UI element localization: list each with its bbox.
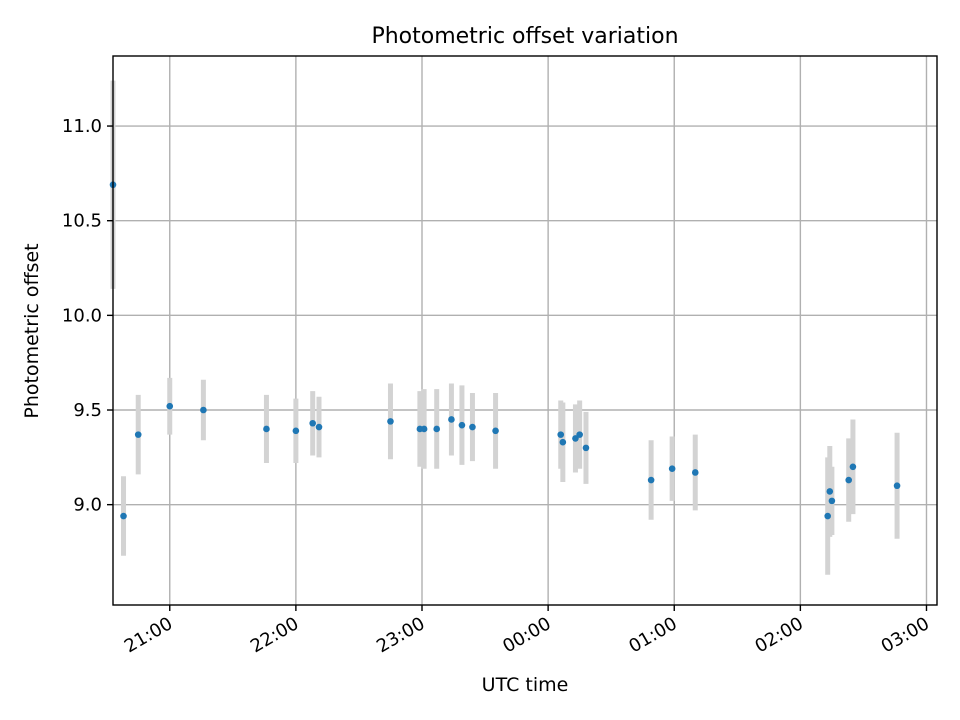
data-point xyxy=(557,431,565,438)
data-point xyxy=(492,427,499,435)
x-tick-label: 01:00 xyxy=(625,613,680,657)
data-point xyxy=(134,431,142,438)
axis-ticks: 21:00 22:00 23:00 00:00 01:00 02:00 03:00 9.0 9.… xyxy=(62,116,933,657)
data-point xyxy=(200,406,207,414)
data-point xyxy=(469,423,476,431)
data-points xyxy=(109,181,901,520)
data-point xyxy=(458,421,466,429)
x-tick-label: 03:00 xyxy=(878,613,933,657)
data-point xyxy=(691,469,699,476)
data-point xyxy=(166,402,174,410)
data-point xyxy=(448,416,455,423)
data-point xyxy=(315,423,323,431)
x-tick-label: 23:00 xyxy=(373,613,428,657)
y-tick-label: 11.0 xyxy=(62,116,102,137)
plot-frame xyxy=(112,55,938,606)
data-point xyxy=(826,488,834,495)
y-tick-label: 10.5 xyxy=(62,211,102,232)
x-tick-label: 00:00 xyxy=(499,613,554,657)
data-point xyxy=(824,512,831,520)
data-point xyxy=(387,418,394,425)
data-point xyxy=(572,435,579,442)
data-point xyxy=(263,425,270,433)
data-point xyxy=(647,476,655,484)
y-axis-label: Photometric offset xyxy=(21,243,43,418)
data-point xyxy=(433,425,441,433)
y-tick-label: 10.0 xyxy=(62,305,102,326)
data-point xyxy=(828,497,836,505)
data-point xyxy=(559,438,567,446)
x-tick-label: 21:00 xyxy=(121,613,176,657)
data-point xyxy=(893,482,901,490)
data-point xyxy=(576,431,583,438)
data-point xyxy=(120,512,127,520)
x-tick-label: 22:00 xyxy=(247,613,302,657)
data-point xyxy=(292,427,300,435)
data-point xyxy=(668,465,676,472)
data-point xyxy=(582,444,590,452)
data-point xyxy=(849,463,857,471)
grid xyxy=(113,56,937,605)
x-axis-label: UTC time xyxy=(482,674,569,696)
data-point xyxy=(845,476,853,484)
error-bars xyxy=(110,80,900,575)
data-point xyxy=(309,419,316,427)
data-point xyxy=(420,425,428,433)
y-tick-label: 9.0 xyxy=(73,495,102,516)
x-tick-label: 02:00 xyxy=(751,613,806,657)
y-tick-label: 9.5 xyxy=(73,400,102,421)
chart-title: Photometric offset variation xyxy=(371,24,678,49)
